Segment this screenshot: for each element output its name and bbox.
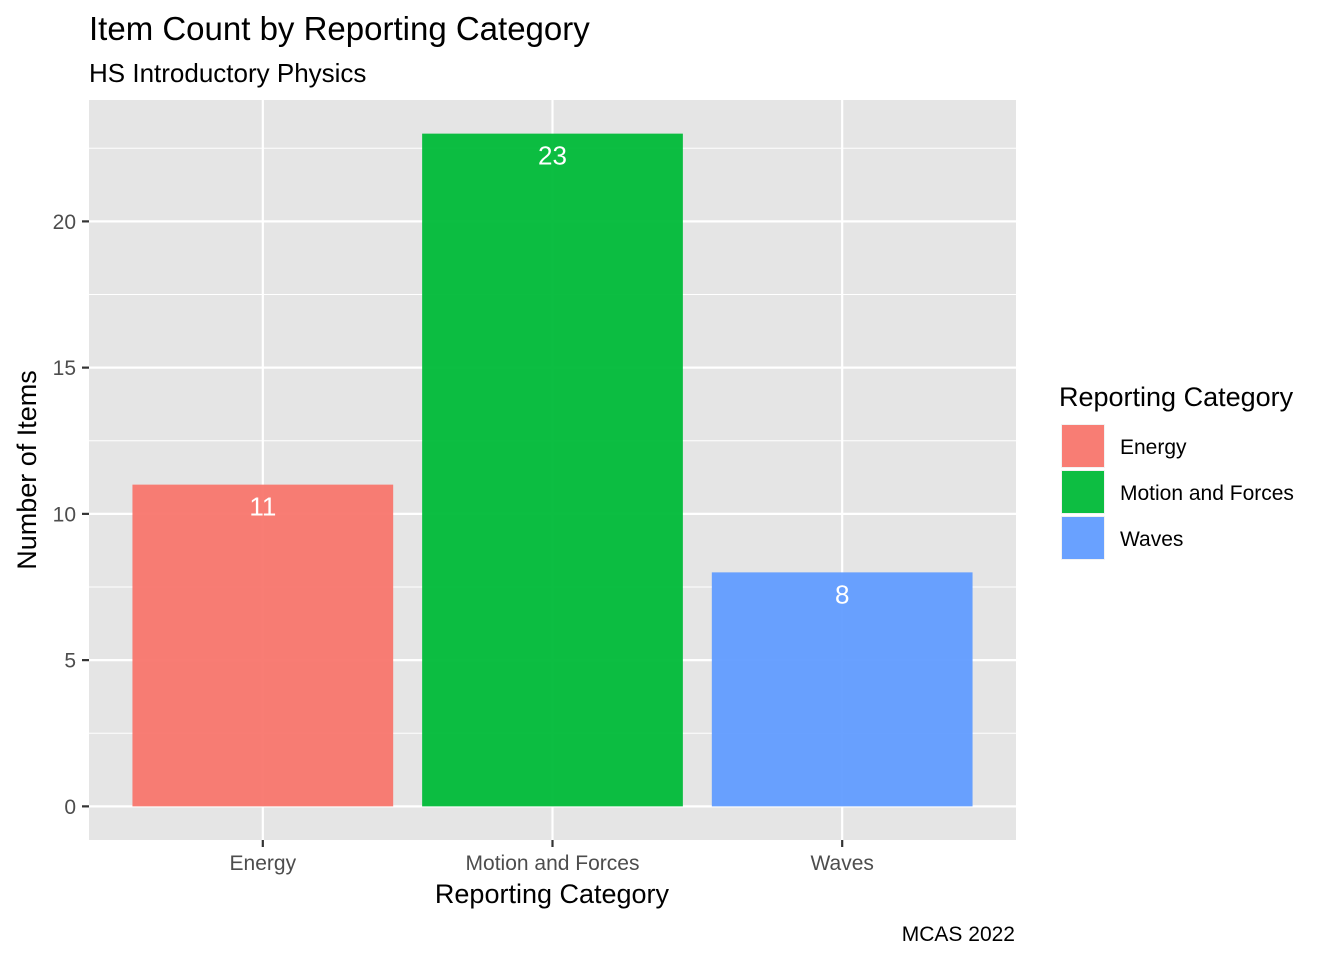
legend-label: Motion and Forces [1120,482,1294,505]
y-axis-title: Number of Items [12,370,42,570]
bar-data-labels: 11 23 8 [249,141,849,610]
bar [711,572,973,807]
chart-caption: MCAS 2022 [902,923,1015,946]
y-tick-label: 10 [53,503,76,526]
bar-data-label: 8 [835,579,849,609]
x-tick-label: Motion and Forces [466,852,640,875]
legend-label: Waves [1120,528,1183,551]
bar-data-label: 23 [538,141,567,171]
x-tick-label: Waves [810,852,873,875]
bar-data-label: 11 [249,492,276,522]
y-tick-label: 20 [53,211,76,234]
bar [422,133,683,807]
y-tick-label: 15 [53,357,76,380]
y-tick-label: 5 [64,650,76,673]
legend-title: Reporting Category [1059,382,1294,412]
y-axis: 0 5 10 15 20 [53,211,89,819]
bar [132,484,394,807]
chart-subtitle: HS Introductory Physics [89,58,366,88]
legend-items: Energy Motion and Forces Waves [1061,424,1294,560]
legend: Reporting Category Energy Motion and Forc… [1059,382,1294,560]
chart-title: Item Count by Reporting Category [89,10,590,47]
legend-label: Energy [1120,436,1187,459]
y-tick-label: 0 [64,796,76,819]
x-tick-label: Energy [230,852,297,875]
legend-swatch [1062,471,1104,513]
x-axis-title: Reporting Category [435,879,670,909]
x-axis: Energy Motion and Forces Waves [230,840,874,875]
bars [132,133,973,807]
legend-swatch [1062,517,1104,559]
legend-swatch [1062,425,1104,467]
